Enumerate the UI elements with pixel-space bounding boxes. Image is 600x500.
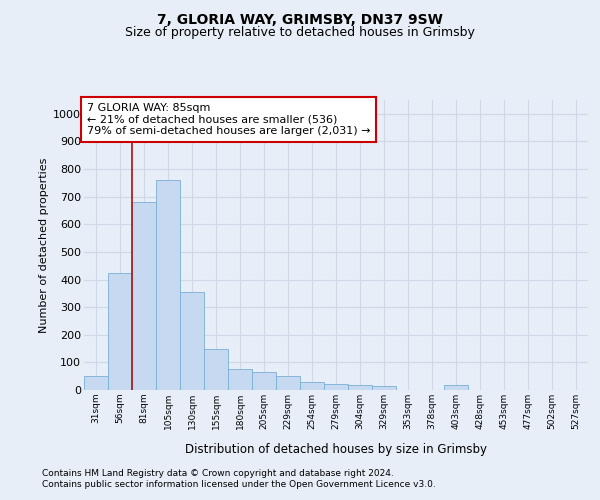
Bar [228,370,252,390]
Bar [156,180,180,390]
Text: Size of property relative to detached houses in Grimsby: Size of property relative to detached ho… [125,26,475,39]
Bar [348,385,372,390]
Bar [444,385,468,390]
Text: 7, GLORIA WAY, GRIMSBY, DN37 9SW: 7, GLORIA WAY, GRIMSBY, DN37 9SW [157,12,443,26]
Text: 7 GLORIA WAY: 85sqm
← 21% of detached houses are smaller (536)
79% of semi-detac: 7 GLORIA WAY: 85sqm ← 21% of detached ho… [86,103,370,136]
Bar [108,272,132,390]
Bar [84,376,108,390]
Text: Contains HM Land Registry data © Crown copyright and database right 2024.: Contains HM Land Registry data © Crown c… [42,468,394,477]
Text: Distribution of detached houses by size in Grimsby: Distribution of detached houses by size … [185,442,487,456]
Bar [372,386,396,390]
Bar [180,292,204,390]
Bar [276,376,300,390]
Bar [324,384,348,390]
Y-axis label: Number of detached properties: Number of detached properties [39,158,49,332]
Bar [300,382,324,390]
Bar [204,349,228,390]
Bar [252,372,276,390]
Bar [132,202,156,390]
Text: Contains public sector information licensed under the Open Government Licence v3: Contains public sector information licen… [42,480,436,489]
